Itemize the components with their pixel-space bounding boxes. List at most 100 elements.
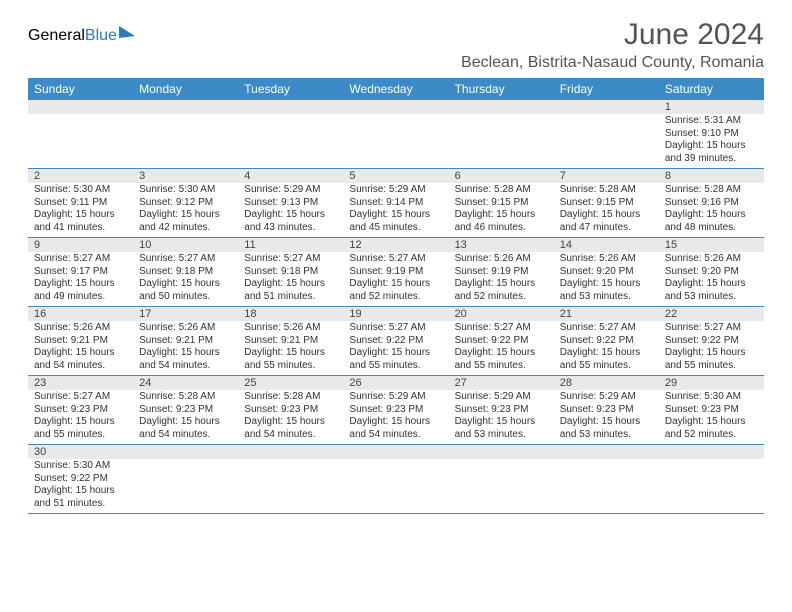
calendar-day-cell bbox=[659, 445, 764, 514]
day-number: 22 bbox=[659, 307, 764, 321]
day-number: 9 bbox=[28, 238, 133, 252]
logo-flag-icon bbox=[119, 26, 135, 38]
calendar-day-cell: 10Sunrise: 5:27 AMSunset: 9:18 PMDayligh… bbox=[133, 238, 238, 307]
logo-text-general: General bbox=[28, 27, 85, 45]
calendar-day-cell bbox=[133, 445, 238, 514]
day-details: Sunrise: 5:29 AMSunset: 9:23 PMDaylight:… bbox=[554, 390, 659, 444]
day-number: 25 bbox=[238, 376, 343, 390]
weekday-header: Friday bbox=[554, 78, 659, 100]
calendar-day-cell: 27Sunrise: 5:29 AMSunset: 9:23 PMDayligh… bbox=[449, 376, 554, 445]
calendar-table: Sunday Monday Tuesday Wednesday Thursday… bbox=[28, 78, 764, 514]
calendar-day-cell: 20Sunrise: 5:27 AMSunset: 9:22 PMDayligh… bbox=[449, 307, 554, 376]
calendar-day-cell: 6Sunrise: 5:28 AMSunset: 9:15 PMDaylight… bbox=[449, 169, 554, 238]
day-details: Sunrise: 5:27 AMSunset: 9:19 PMDaylight:… bbox=[343, 252, 448, 306]
calendar-day-cell: 17Sunrise: 5:26 AMSunset: 9:21 PMDayligh… bbox=[133, 307, 238, 376]
day-details: Sunrise: 5:27 AMSunset: 9:18 PMDaylight:… bbox=[133, 252, 238, 306]
day-number: 12 bbox=[343, 238, 448, 252]
calendar-day-cell: 18Sunrise: 5:26 AMSunset: 9:21 PMDayligh… bbox=[238, 307, 343, 376]
day-number bbox=[343, 445, 448, 459]
day-details: Sunrise: 5:30 AMSunset: 9:22 PMDaylight:… bbox=[28, 459, 133, 513]
day-details: Sunrise: 5:26 AMSunset: 9:21 PMDaylight:… bbox=[133, 321, 238, 375]
calendar-day-cell: 5Sunrise: 5:29 AMSunset: 9:14 PMDaylight… bbox=[343, 169, 448, 238]
logo-text-blue: Blue bbox=[85, 27, 117, 45]
calendar-day-cell bbox=[554, 445, 659, 514]
day-number bbox=[133, 445, 238, 459]
location-subtitle: Beclean, Bistrita-Nasaud County, Romania bbox=[461, 54, 764, 72]
day-details: Sunrise: 5:29 AMSunset: 9:23 PMDaylight:… bbox=[343, 390, 448, 444]
calendar-day-cell: 21Sunrise: 5:27 AMSunset: 9:22 PMDayligh… bbox=[554, 307, 659, 376]
day-number: 3 bbox=[133, 169, 238, 183]
day-number bbox=[554, 100, 659, 114]
calendar-day-cell bbox=[554, 100, 659, 169]
day-number: 29 bbox=[659, 376, 764, 390]
weekday-header: Wednesday bbox=[343, 78, 448, 100]
day-number: 18 bbox=[238, 307, 343, 321]
calendar-day-cell bbox=[238, 445, 343, 514]
day-number: 7 bbox=[554, 169, 659, 183]
weekday-header: Tuesday bbox=[238, 78, 343, 100]
day-number bbox=[343, 100, 448, 114]
day-number: 27 bbox=[449, 376, 554, 390]
day-details: Sunrise: 5:27 AMSunset: 9:22 PMDaylight:… bbox=[343, 321, 448, 375]
calendar-day-cell: 12Sunrise: 5:27 AMSunset: 9:19 PMDayligh… bbox=[343, 238, 448, 307]
calendar-day-cell: 19Sunrise: 5:27 AMSunset: 9:22 PMDayligh… bbox=[343, 307, 448, 376]
title-block: June 2024 Beclean, Bistrita-Nasaud Count… bbox=[461, 18, 764, 72]
calendar-day-cell: 2Sunrise: 5:30 AMSunset: 9:11 PMDaylight… bbox=[28, 169, 133, 238]
calendar-day-cell: 3Sunrise: 5:30 AMSunset: 9:12 PMDaylight… bbox=[133, 169, 238, 238]
calendar-day-cell: 25Sunrise: 5:28 AMSunset: 9:23 PMDayligh… bbox=[238, 376, 343, 445]
calendar-day-cell: 16Sunrise: 5:26 AMSunset: 9:21 PMDayligh… bbox=[28, 307, 133, 376]
day-details: Sunrise: 5:26 AMSunset: 9:20 PMDaylight:… bbox=[554, 252, 659, 306]
day-number: 20 bbox=[449, 307, 554, 321]
day-details: Sunrise: 5:28 AMSunset: 9:15 PMDaylight:… bbox=[449, 183, 554, 237]
day-number: 15 bbox=[659, 238, 764, 252]
calendar-day-cell bbox=[238, 100, 343, 169]
calendar-day-cell: 28Sunrise: 5:29 AMSunset: 9:23 PMDayligh… bbox=[554, 376, 659, 445]
day-number: 30 bbox=[28, 445, 133, 459]
day-number: 23 bbox=[28, 376, 133, 390]
day-number: 4 bbox=[238, 169, 343, 183]
day-details: Sunrise: 5:28 AMSunset: 9:23 PMDaylight:… bbox=[133, 390, 238, 444]
day-number bbox=[28, 100, 133, 114]
day-details: Sunrise: 5:29 AMSunset: 9:23 PMDaylight:… bbox=[449, 390, 554, 444]
weekday-header: Saturday bbox=[659, 78, 764, 100]
header: GeneralBlue June 2024 Beclean, Bistrita-… bbox=[28, 18, 764, 72]
calendar-day-cell: 13Sunrise: 5:26 AMSunset: 9:19 PMDayligh… bbox=[449, 238, 554, 307]
day-details: Sunrise: 5:27 AMSunset: 9:23 PMDaylight:… bbox=[28, 390, 133, 444]
day-number: 21 bbox=[554, 307, 659, 321]
weekday-header: Sunday bbox=[28, 78, 133, 100]
day-number bbox=[449, 100, 554, 114]
logo: GeneralBlue bbox=[28, 26, 135, 46]
calendar-day-cell: 30Sunrise: 5:30 AMSunset: 9:22 PMDayligh… bbox=[28, 445, 133, 514]
calendar-day-cell: 11Sunrise: 5:27 AMSunset: 9:18 PMDayligh… bbox=[238, 238, 343, 307]
day-details: Sunrise: 5:27 AMSunset: 9:17 PMDaylight:… bbox=[28, 252, 133, 306]
day-details: Sunrise: 5:28 AMSunset: 9:16 PMDaylight:… bbox=[659, 183, 764, 237]
calendar-day-cell: 8Sunrise: 5:28 AMSunset: 9:16 PMDaylight… bbox=[659, 169, 764, 238]
calendar-week-row: 16Sunrise: 5:26 AMSunset: 9:21 PMDayligh… bbox=[28, 307, 764, 376]
calendar-day-cell: 4Sunrise: 5:29 AMSunset: 9:13 PMDaylight… bbox=[238, 169, 343, 238]
day-number: 28 bbox=[554, 376, 659, 390]
day-details: Sunrise: 5:30 AMSunset: 9:12 PMDaylight:… bbox=[133, 183, 238, 237]
day-details: Sunrise: 5:28 AMSunset: 9:15 PMDaylight:… bbox=[554, 183, 659, 237]
day-details: Sunrise: 5:26 AMSunset: 9:19 PMDaylight:… bbox=[449, 252, 554, 306]
day-number: 8 bbox=[659, 169, 764, 183]
day-number bbox=[238, 100, 343, 114]
calendar-week-row: 30Sunrise: 5:30 AMSunset: 9:22 PMDayligh… bbox=[28, 445, 764, 514]
day-number: 26 bbox=[343, 376, 448, 390]
calendar-week-row: 1Sunrise: 5:31 AMSunset: 9:10 PMDaylight… bbox=[28, 100, 764, 169]
weekday-header: Monday bbox=[133, 78, 238, 100]
calendar-day-cell: 9Sunrise: 5:27 AMSunset: 9:17 PMDaylight… bbox=[28, 238, 133, 307]
calendar-day-cell bbox=[28, 100, 133, 169]
day-details: Sunrise: 5:27 AMSunset: 9:22 PMDaylight:… bbox=[449, 321, 554, 375]
day-details: Sunrise: 5:30 AMSunset: 9:23 PMDaylight:… bbox=[659, 390, 764, 444]
calendar-day-cell: 22Sunrise: 5:27 AMSunset: 9:22 PMDayligh… bbox=[659, 307, 764, 376]
day-number: 17 bbox=[133, 307, 238, 321]
calendar-week-row: 2Sunrise: 5:30 AMSunset: 9:11 PMDaylight… bbox=[28, 169, 764, 238]
calendar-day-cell: 7Sunrise: 5:28 AMSunset: 9:15 PMDaylight… bbox=[554, 169, 659, 238]
day-number bbox=[133, 100, 238, 114]
day-number: 13 bbox=[449, 238, 554, 252]
day-number: 10 bbox=[133, 238, 238, 252]
day-number bbox=[554, 445, 659, 459]
day-number: 19 bbox=[343, 307, 448, 321]
day-number: 24 bbox=[133, 376, 238, 390]
day-details: Sunrise: 5:27 AMSunset: 9:18 PMDaylight:… bbox=[238, 252, 343, 306]
